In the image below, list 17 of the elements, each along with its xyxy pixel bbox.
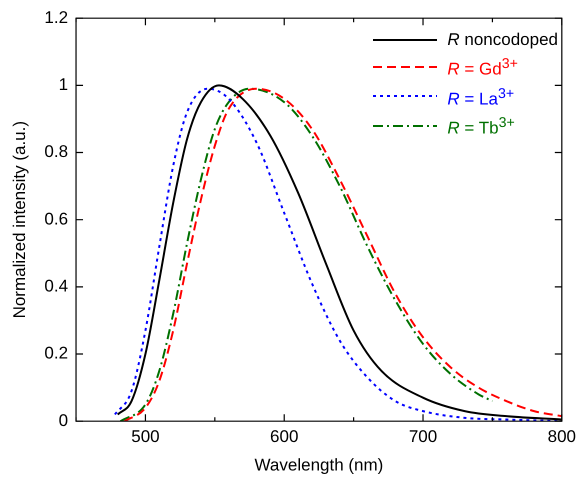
x-tick-label: 600 <box>270 427 298 446</box>
y-axis-title: Normalized intensity (a.u.) <box>10 120 29 318</box>
y-tick-label: 1.2 <box>44 8 68 27</box>
y-tick-label: 0 <box>58 410 68 430</box>
legend-label: R = Tb$^{3+}$ <box>447 114 515 140</box>
legend-label: R noncodoped <box>447 29 558 51</box>
y-tick-label: 1 <box>58 75 68 94</box>
x-tick-label: 700 <box>408 427 438 446</box>
x-axis-title: Wavelength (nm) <box>254 455 384 474</box>
y-tick-label: 0.6 <box>44 209 68 228</box>
x-tick-label: 500 <box>131 427 160 446</box>
legend-label: R = La$^{3+}$ <box>447 84 514 110</box>
y-tick-label: 0.8 <box>44 142 68 162</box>
x-tick-label: 800 <box>548 427 576 446</box>
y-tick-label: 0.4 <box>44 276 68 296</box>
legend-label: R = Gd$^{3+}$ <box>447 55 518 81</box>
y-tick-label: 0.2 <box>44 344 68 363</box>
